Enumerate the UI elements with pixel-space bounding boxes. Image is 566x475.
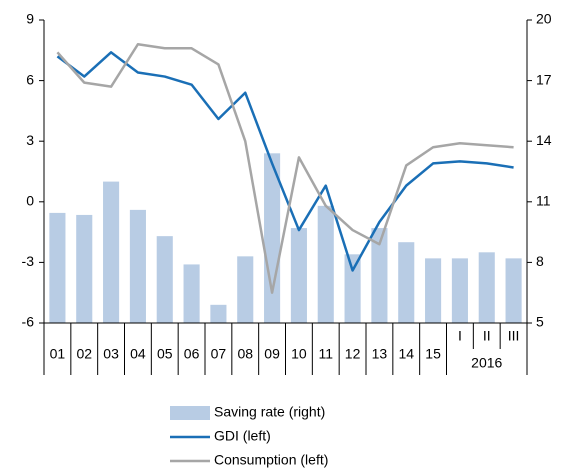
bar xyxy=(425,258,442,323)
x-tick-label: 03 xyxy=(103,346,119,362)
x-tick-label: 02 xyxy=(76,346,92,362)
bar xyxy=(398,242,415,323)
y-tick-label: -3 xyxy=(22,253,35,269)
y2-tick-label: 8 xyxy=(536,253,544,269)
bar xyxy=(129,209,146,323)
x-tick-label: 01 xyxy=(50,346,66,362)
bar xyxy=(156,236,173,323)
x-tick-label: 06 xyxy=(184,346,200,362)
x-tick-label: 07 xyxy=(211,346,227,362)
legend-swatch xyxy=(170,406,210,420)
x-tick-label: 13 xyxy=(372,346,388,362)
x-tick-label: 10 xyxy=(291,346,307,362)
bar xyxy=(478,252,495,323)
group-label: 2016 xyxy=(471,355,502,371)
bar xyxy=(49,212,66,323)
bar xyxy=(210,304,227,323)
x-tick-label: 11 xyxy=(318,346,333,362)
x-tick-label: II xyxy=(483,328,491,344)
legend-label: GDI (left) xyxy=(214,428,271,444)
bar xyxy=(237,256,254,323)
x-tick-label: 05 xyxy=(157,346,173,362)
bar xyxy=(344,254,361,323)
y-tick-label: 9 xyxy=(26,11,34,27)
y2-tick-label: 20 xyxy=(536,11,552,27)
y2-tick-label: 5 xyxy=(536,314,544,330)
x-tick-label: 09 xyxy=(264,346,280,362)
bar xyxy=(103,181,120,323)
x-tick-label: 15 xyxy=(425,346,441,362)
x-tick-label: 04 xyxy=(130,346,146,362)
bar xyxy=(451,258,468,323)
legend-label: Consumption (left) xyxy=(214,452,328,468)
bar xyxy=(505,258,522,323)
bar xyxy=(76,214,93,323)
line-series xyxy=(56,42,514,294)
bar xyxy=(317,205,334,323)
y2-tick-label: 17 xyxy=(536,71,552,87)
y-tick-label: 3 xyxy=(26,132,34,148)
bar xyxy=(264,153,281,323)
bar xyxy=(183,264,200,323)
legend-label: Saving rate (right) xyxy=(214,404,325,420)
x-tick-label: I xyxy=(458,328,462,344)
x-tick-label: III xyxy=(508,328,520,344)
bar xyxy=(371,228,388,323)
y-tick-label: -6 xyxy=(22,314,35,330)
x-tick-label: 14 xyxy=(398,346,414,362)
y2-tick-label: 14 xyxy=(536,132,552,148)
bar xyxy=(290,228,307,323)
x-tick-label: 08 xyxy=(237,346,253,362)
y-tick-label: 0 xyxy=(26,193,34,209)
x-tick-label: 12 xyxy=(345,346,361,362)
y2-tick-label: 11 xyxy=(536,193,551,209)
line-series xyxy=(56,51,514,272)
y-tick-label: 6 xyxy=(26,71,34,87)
